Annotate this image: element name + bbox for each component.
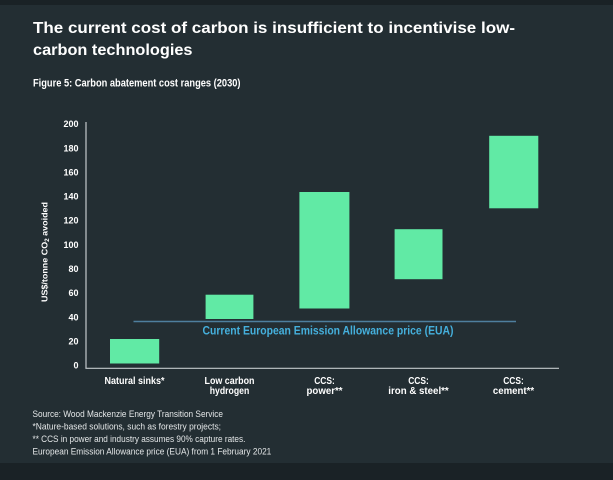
svg-text:cement**: cement** bbox=[493, 385, 535, 397]
svg-text:0: 0 bbox=[73, 361, 78, 371]
svg-text:iron & steel**: iron & steel** bbox=[388, 385, 449, 397]
svg-text:Source: Wood Mackenzie Energy: Source: Wood Mackenzie Energy Transition… bbox=[33, 409, 224, 420]
svg-text:160: 160 bbox=[63, 167, 78, 177]
svg-text:Figure 5: Carbon abatement cos: Figure 5: Carbon abatement cost ranges (… bbox=[33, 77, 241, 89]
svg-text:*Nature-based solutions, such: *Nature-based solutions, such as forestr… bbox=[33, 421, 222, 432]
svg-text:CCS:: CCS: bbox=[314, 375, 335, 387]
svg-text:European Emission Allowance pr: European Emission Allowance price (EUA) … bbox=[33, 446, 272, 457]
svg-text:hydrogen: hydrogen bbox=[210, 385, 250, 397]
svg-text:80: 80 bbox=[68, 264, 78, 274]
svg-text:US$/tonne CO2 avoided: US$/tonne CO2 avoided bbox=[40, 202, 52, 302]
svg-text:The current cost of carbon is: The current cost of carbon is insufficie… bbox=[33, 20, 515, 37]
svg-text:power**: power** bbox=[307, 385, 344, 397]
svg-text:200: 200 bbox=[63, 119, 78, 129]
svg-text:CCS:: CCS: bbox=[408, 375, 429, 387]
svg-text:Low carbon: Low carbon bbox=[205, 375, 255, 387]
svg-text:CCS:: CCS: bbox=[503, 375, 524, 387]
svg-text:** CCS in power and industry a: ** CCS in power and industry assumes 90%… bbox=[33, 434, 246, 445]
svg-text:carbon technologies: carbon technologies bbox=[33, 42, 193, 59]
svg-text:Natural sinks*: Natural sinks* bbox=[105, 375, 166, 387]
svg-text:Current European Emission Allo: Current European Emission Allowance pric… bbox=[203, 324, 454, 338]
svg-text:140: 140 bbox=[63, 192, 78, 202]
svg-text:40: 40 bbox=[68, 312, 78, 322]
svg-text:60: 60 bbox=[68, 288, 78, 298]
svg-text:100: 100 bbox=[63, 240, 78, 250]
svg-text:180: 180 bbox=[63, 143, 78, 153]
svg-text:20: 20 bbox=[68, 337, 78, 347]
svg-text:120: 120 bbox=[63, 216, 78, 226]
